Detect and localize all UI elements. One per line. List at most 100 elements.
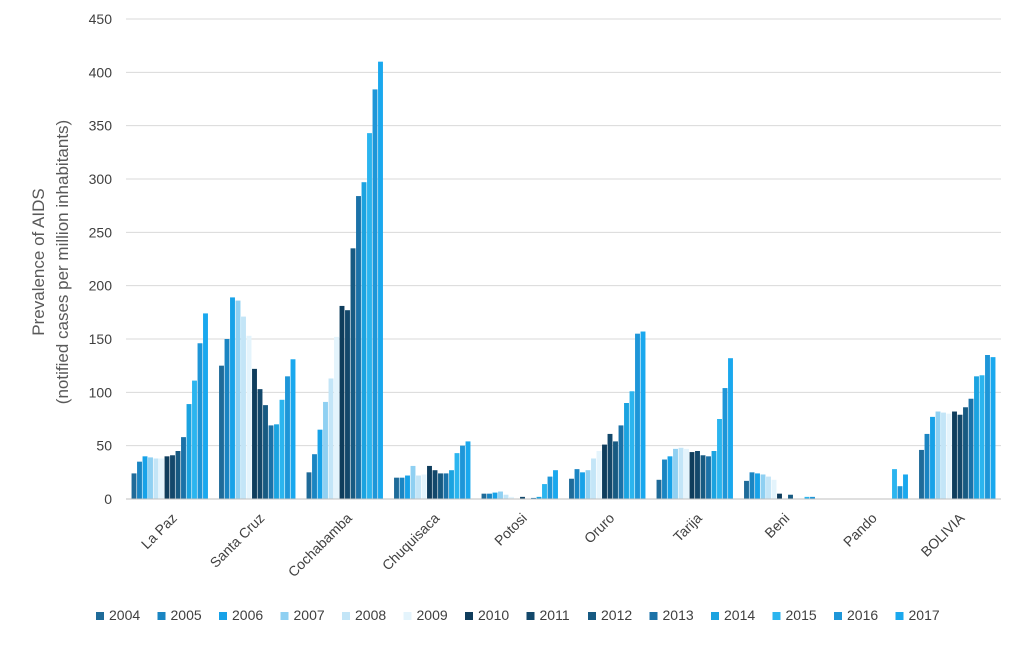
bar-2015-chuquisaca (454, 453, 460, 499)
x-tick-label: Cochabamba (285, 510, 355, 580)
bar-2009-santa-cruz (246, 335, 252, 499)
legend-swatch (96, 612, 104, 620)
bar-2016-chuquisaca (460, 445, 465, 499)
bar-2015-tarija (717, 419, 722, 499)
bar-2013-bolivia (968, 398, 974, 499)
bar-2011-potosi (520, 496, 525, 499)
bar-2011-bolivia (957, 414, 963, 499)
legend-label: 2009 (417, 607, 448, 623)
bar-2008-oruro (591, 458, 596, 499)
bar-2016-tarija (722, 388, 728, 499)
legend-label: 2015 (786, 607, 817, 623)
bar-2006-santa-cruz (230, 297, 235, 499)
bar-2012-beni (788, 494, 793, 499)
bar-2006-la-paz (142, 456, 148, 499)
bar-2006-chuquisaca (405, 475, 410, 499)
bar-2010-beni (777, 493, 782, 499)
legend-label: 2008 (355, 607, 386, 623)
legend-label: 2006 (232, 607, 263, 623)
y-axis-ticks: 0 50 100 150 200 250 300 350 400 450 (89, 11, 113, 507)
legend-swatch (834, 612, 842, 620)
bar-2015-pando (892, 469, 897, 499)
legend-label: 2007 (294, 607, 325, 623)
legend-label: 2010 (478, 607, 509, 623)
bar-2017-santa-cruz (290, 359, 296, 499)
bar-2007-la-paz (148, 457, 153, 499)
legend-swatch (403, 612, 412, 620)
bar-2010-oruro (602, 444, 607, 499)
bar-2016-bolivia (985, 355, 990, 499)
legend-label: 2012 (601, 607, 632, 623)
legend-swatch (895, 612, 904, 620)
bar-2015-santa-cruz (279, 399, 285, 499)
bar-2008-beni (766, 476, 771, 499)
bar-2009-la-paz (159, 458, 164, 499)
bar-2004-beni (744, 480, 749, 499)
bar-2010-santa-cruz (252, 368, 257, 499)
legend-label: 2014 (724, 607, 755, 623)
legend-swatch (157, 612, 166, 620)
x-tick-label: Pando (840, 510, 880, 550)
x-tick-label: Potosi (491, 510, 530, 549)
bar-2014-potosi (536, 496, 542, 499)
bar-2005-la-paz (137, 461, 142, 499)
bar-2012-chuquisaca (438, 473, 443, 499)
bar-2017-bolivia (990, 357, 996, 499)
bar-2008-tarija (678, 447, 684, 499)
bar-2008-cochabamba (328, 378, 334, 499)
bar-2004-cochabamba (306, 472, 312, 499)
bar-2006-oruro (580, 472, 585, 499)
legend-swatch (772, 612, 781, 620)
bar-2004-la-paz (131, 473, 137, 499)
bar-2005-bolivia (924, 433, 930, 499)
bar-2014-la-paz (186, 404, 192, 499)
bar-2012-la-paz (175, 451, 181, 499)
bar-2012-santa-cruz (263, 405, 268, 499)
y-tick-label: 250 (89, 224, 113, 240)
legend: 2004 2005 2006 2007 2008 2009 2010 2011 2012 2013… (96, 607, 940, 623)
bar-2005-cochabamba (312, 454, 317, 499)
bar-2008-chuquisaca (416, 475, 421, 499)
bar-2017-potosi (553, 470, 558, 499)
y-tick-label: 300 (89, 171, 113, 187)
bar-2013-chuquisaca (443, 473, 449, 499)
bar-2017-la-paz (203, 313, 208, 499)
bar-2016-cochabamba (372, 89, 378, 500)
bar-2007-bolivia (935, 411, 941, 499)
y-tick-label: 350 (89, 118, 113, 134)
bar-2016-pando (897, 486, 903, 499)
bar-2017-pando (903, 474, 908, 499)
bar-2006-tarija (667, 456, 673, 499)
bar-2014-oruro (624, 403, 629, 499)
bar-2009-bolivia (946, 413, 952, 499)
bar-2006-potosi (492, 492, 498, 499)
bar-2017-oruro (640, 331, 646, 499)
bar-2007-tarija (673, 448, 678, 499)
bar-2012-oruro (613, 441, 618, 499)
bar-2014-tarija (711, 451, 717, 499)
bar-2006-beni (755, 473, 760, 499)
legend-swatch (219, 612, 227, 620)
legend-label: 2011 (540, 607, 570, 623)
gridlines (126, 18, 1001, 447)
y-tick-label: 450 (89, 11, 113, 27)
bar-2009-beni (771, 479, 777, 499)
bar-2015-bolivia (979, 375, 985, 499)
x-tick-label: BOLIVIA (918, 509, 968, 559)
y-axis-title-line1: Prevalence of AIDS (29, 188, 48, 335)
bar-2004-oruro (569, 478, 574, 499)
bar-2015-beni (804, 496, 810, 499)
x-tick-label: La Paz (138, 510, 180, 552)
bar-2012-bolivia (963, 407, 968, 499)
bar-2007-oruro (585, 470, 591, 499)
bar-2013-oruro (618, 425, 624, 499)
y-tick-label: 0 (104, 491, 112, 507)
bar-2016-beni (810, 496, 815, 499)
legend-swatch (280, 612, 289, 620)
legend-label: 2005 (171, 607, 202, 623)
legend-swatch (649, 612, 658, 620)
bar-2006-cochabamba (317, 429, 323, 499)
y-tick-label: 100 (89, 384, 113, 400)
